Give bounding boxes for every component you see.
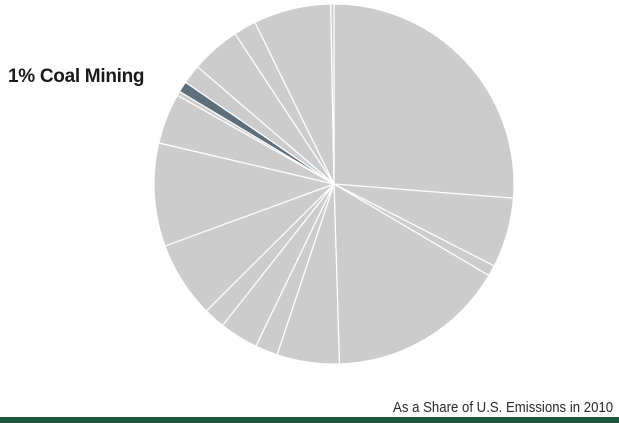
pie-slice	[333, 3, 515, 199]
coal-mining-callout: 1% Coal Mining	[8, 66, 145, 88]
pie-slice	[153, 142, 337, 247]
pie-slice	[333, 182, 490, 365]
footer-bar	[0, 417, 619, 423]
callout-percent: 1%	[8, 66, 35, 87]
callout-label: Coal Mining	[39, 66, 145, 87]
pie-slice	[330, 3, 335, 185]
source-note: As a Share of U.S. Emissions in 2010	[392, 399, 613, 416]
